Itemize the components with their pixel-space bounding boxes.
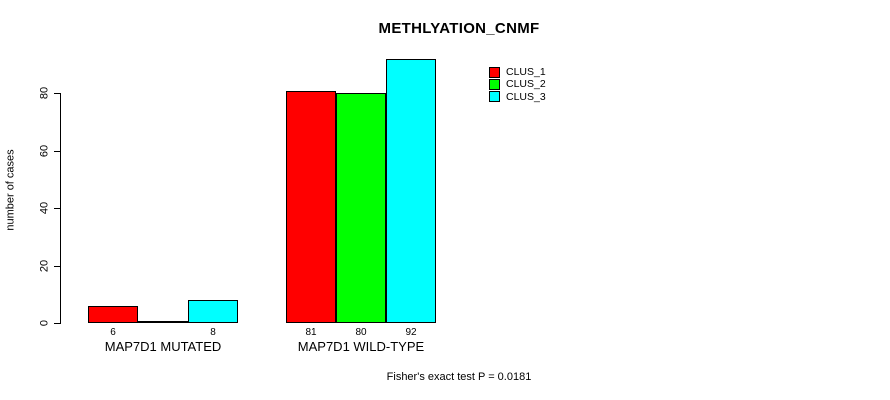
bar-clus_3-group2	[386, 58, 436, 323]
y-axis-label: number of cases	[4, 149, 17, 231]
bar-value-label: 81	[305, 327, 317, 338]
bar-clus_1-group1	[88, 305, 138, 323]
legend-label: CLUS_1	[506, 65, 546, 78]
legend-swatch-clus_1	[489, 66, 500, 78]
bar-value-label: 92	[405, 327, 417, 338]
bar-clus_2-group2	[336, 93, 386, 323]
legend-label: CLUS_2	[506, 78, 546, 91]
y-tick-mark	[54, 208, 61, 209]
y-tick-mark	[54, 93, 61, 94]
bar-value-label: 6	[110, 327, 116, 338]
y-tick-label: 40	[38, 201, 51, 215]
bar-clus_3-group1	[188, 300, 238, 323]
y-tick-label: 80	[38, 86, 51, 100]
legend-swatch-clus_2	[489, 79, 500, 91]
y-tick-mark	[54, 266, 61, 267]
legend-item: CLUS_1	[489, 66, 546, 78]
y-tick-mark	[54, 151, 61, 152]
legend-swatch-clus_3	[489, 91, 500, 103]
y-tick-mark	[54, 323, 61, 324]
bar-clus_1-group2	[286, 90, 336, 323]
bar-value-label: 8	[210, 327, 216, 338]
y-tick-label: 20	[38, 259, 51, 273]
y-tick-label: 60	[38, 144, 51, 158]
legend-item: CLUS_2	[489, 78, 546, 91]
x-group-label: MAP7D1 WILD-TYPE	[297, 339, 425, 354]
legend-item: CLUS_3	[489, 91, 546, 103]
annotation-fisher-test: Fisher's exact test P = 0.0181	[386, 371, 532, 383]
y-tick-label: 0	[38, 319, 51, 327]
legend: CLUS_1 CLUS_2 CLUS_3	[489, 66, 546, 103]
chart-title: METHLYATION_CNMF	[378, 20, 540, 37]
x-group-label: MAP7D1 MUTATED	[104, 339, 222, 354]
legend-label: CLUS_3	[506, 90, 546, 103]
bar-clus_2-group1	[138, 321, 188, 323]
bar-value-label: 80	[355, 327, 367, 338]
